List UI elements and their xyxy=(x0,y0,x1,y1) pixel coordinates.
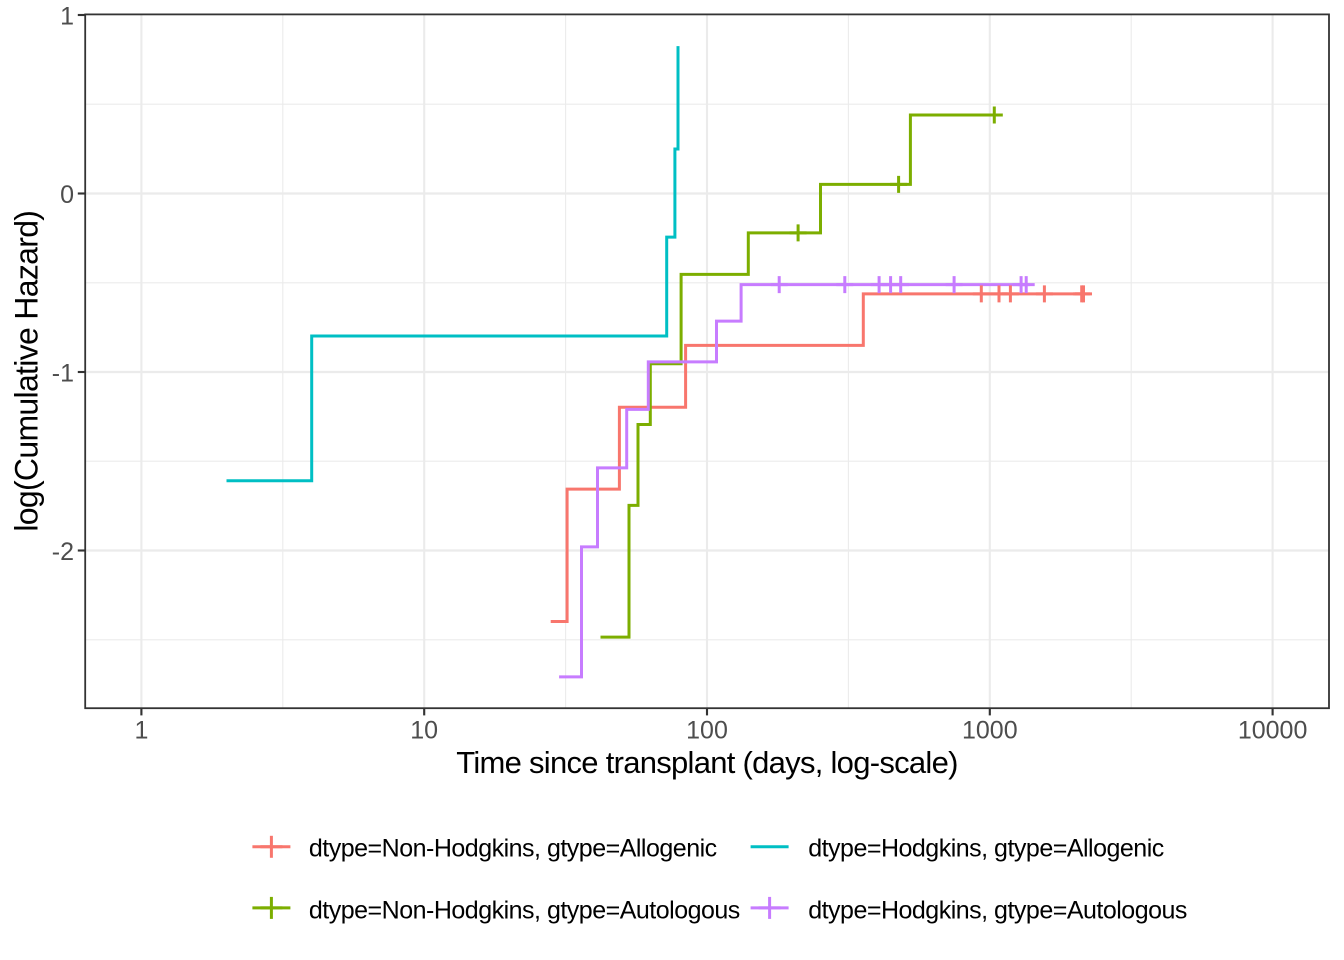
svg-text:-2: -2 xyxy=(52,538,74,566)
svg-text:1000: 1000 xyxy=(962,717,1018,745)
svg-text:10000: 10000 xyxy=(1238,717,1308,745)
svg-text:100: 100 xyxy=(686,717,728,745)
svg-text:1: 1 xyxy=(134,717,148,745)
svg-text:-1: -1 xyxy=(52,359,74,387)
svg-text:0: 0 xyxy=(60,181,74,209)
svg-text:dtype=Non-Hodgkins, gtype=Auto: dtype=Non-Hodgkins, gtype=Autologous xyxy=(309,896,740,924)
svg-text:log(Cumulative Hazard): log(Cumulative Hazard) xyxy=(8,211,44,532)
svg-text:dtype=Hodgkins, gtype=Allogeni: dtype=Hodgkins, gtype=Allogenic xyxy=(808,835,1164,863)
svg-text:dtype=Hodgkins, gtype=Autologo: dtype=Hodgkins, gtype=Autologous xyxy=(808,896,1187,924)
svg-text:1: 1 xyxy=(60,2,74,30)
svg-text:10: 10 xyxy=(410,717,438,745)
svg-text:dtype=Non-Hodgkins, gtype=Allo: dtype=Non-Hodgkins, gtype=Allogenic xyxy=(309,835,717,863)
svg-text:Time since transplant (days, l: Time since transplant (days, log-scale) xyxy=(456,745,957,780)
